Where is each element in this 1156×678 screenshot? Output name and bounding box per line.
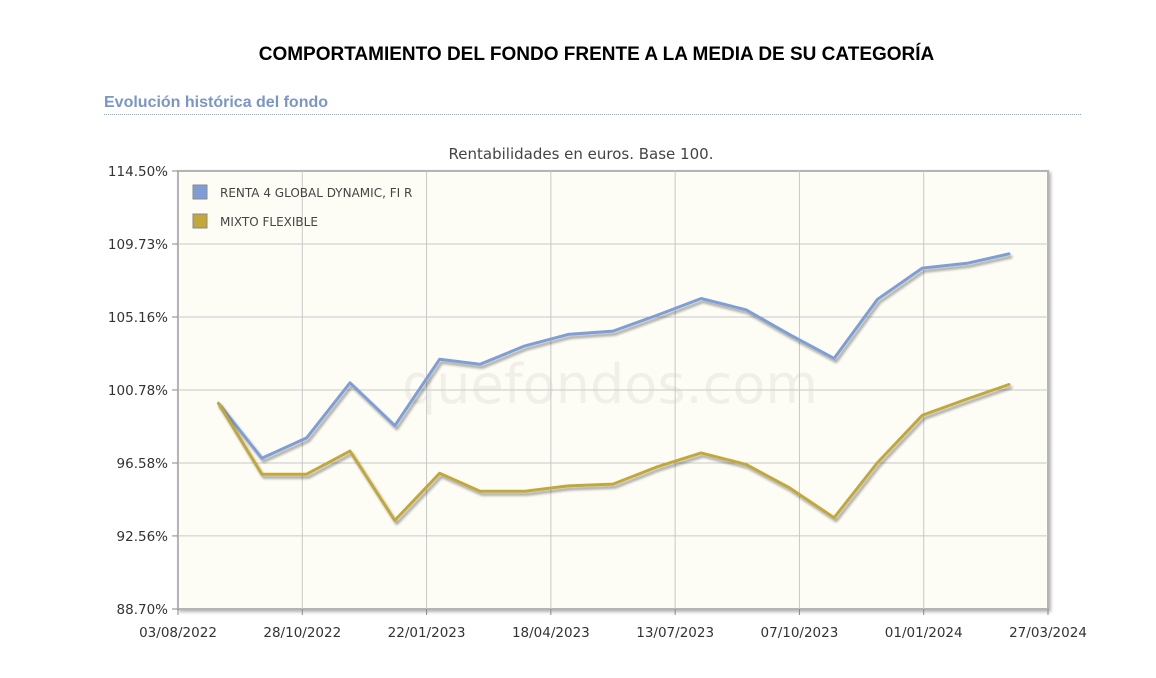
y-tick-label: 88.70% (117, 602, 169, 618)
x-tick-label: 28/10/2022 (263, 625, 341, 641)
y-axis: 114.50% 109.73% 105.16% 100.78% 96.58% 92.56%… (108, 164, 178, 618)
series-line-2 (217, 383, 1011, 522)
y-tick-label: 109.73% (108, 237, 168, 253)
series-line-1 (217, 252, 1011, 460)
y-tick-label: 92.56% (117, 529, 169, 545)
section-title: Evolución histórica del fondo (104, 94, 329, 111)
legend: RENTA 4 GLOBAL DYNAMIC, FI R MIXTO FLEXIB… (192, 184, 412, 229)
legend-label: MIXTO FLEXIBLE (220, 215, 318, 229)
chart-title: Rentabilidades en euros. Base 100. (449, 145, 714, 163)
x-tick-label: 18/04/2023 (512, 625, 590, 641)
section-divider (104, 114, 1081, 115)
x-tick-label: 13/07/2023 (636, 625, 714, 641)
y-tick-label: 100.78% (108, 383, 168, 399)
x-tick-label: 27/03/2024 (1009, 625, 1087, 641)
page-title: COMPORTAMIENTO DEL FONDO FRENTE A LA MED… (258, 44, 935, 65)
x-tick-label: 22/01/2023 (388, 625, 466, 641)
y-tick-label: 105.16% (108, 310, 168, 326)
y-tick-label: 114.50% (108, 164, 168, 180)
x-tick-label: 01/01/2024 (885, 625, 963, 641)
grid-lines (178, 171, 1048, 609)
x-axis: 03/08/2022 28/10/2022 22/01/2023 18/04/2023… (139, 609, 1087, 641)
y-tick-label: 96.58% (117, 456, 169, 472)
legend-swatch (192, 213, 208, 229)
series-lines (217, 252, 1011, 522)
x-tick-label: 07/10/2023 (761, 625, 839, 641)
x-tick-label: 03/08/2022 (139, 625, 217, 641)
legend-swatch (192, 184, 208, 200)
legend-label: RENTA 4 GLOBAL DYNAMIC, FI R (220, 186, 412, 200)
